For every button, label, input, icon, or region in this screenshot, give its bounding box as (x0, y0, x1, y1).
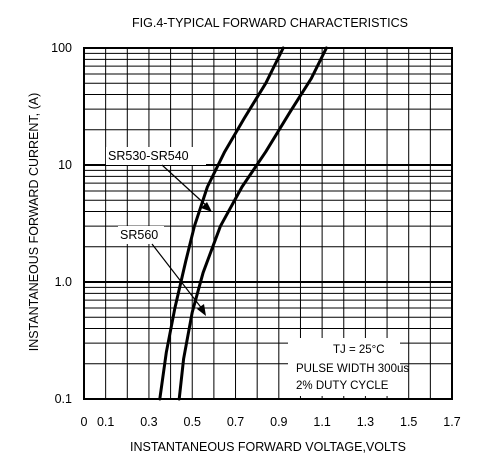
x-tick-label: 0.5 (184, 415, 201, 429)
y-tick-label: 10 (58, 158, 72, 172)
x-tick-label: 0.1 (97, 415, 114, 429)
x-tick-label: 1.7 (443, 415, 460, 429)
annotation-arrow-2 (151, 243, 204, 311)
plot-frame (83, 47, 453, 400)
horizontal-grid (84, 52, 452, 365)
y-axis-label: INSTANTANEOUS FORWARD CURRENT, (A) (27, 93, 41, 352)
series-group (158, 46, 328, 401)
tick-labels: 0 0.1 0.3 0.5 0.7 0.9 1.1 1.3 1.5 1.7 0.1 1.0 10 100 (51, 41, 461, 429)
x-tick-label: 0 (81, 415, 88, 429)
series-line-1 (158, 46, 285, 401)
x-tick-label: 0.3 (140, 415, 157, 429)
x-tick-label: 1.1 (313, 415, 330, 429)
x-tick-label: 1.3 (357, 415, 374, 429)
x-axis-label: INSTANTANEOUS FORWARD VOLTAGE,VOLTS (130, 440, 406, 454)
annotation-sr530-sr540: SR530-SR540 (108, 149, 189, 163)
note-pulse-width: PULSE WIDTH 300us (296, 363, 409, 375)
y-tick-label: 1.0 (55, 275, 72, 289)
annotation-arrowhead-1 (201, 202, 212, 212)
y-tick-label: 0.1 (55, 392, 72, 406)
series-line-2 (177, 46, 328, 401)
annotation-sr560: SR560 (120, 228, 158, 242)
annotation-arrowhead-2 (197, 304, 206, 316)
x-tick-label: 0.9 (270, 415, 287, 429)
note-temperature: TJ = 25°C (333, 344, 385, 356)
y-tick-label: 100 (51, 41, 72, 55)
notes-box (288, 338, 400, 396)
note-duty-cycle: 2% DUTY CYCLE (296, 380, 389, 392)
annotation-label-bg-1 (106, 147, 206, 165)
x-tick-label: 1.5 (400, 415, 417, 429)
x-tick-label: 0.7 (227, 415, 244, 429)
chart-title: FIG.4-TYPICAL FORWARD CHARACTERISTICS (132, 16, 408, 30)
annotation-arrow-1 (161, 164, 209, 208)
annotation-label-bg-2 (118, 226, 164, 244)
